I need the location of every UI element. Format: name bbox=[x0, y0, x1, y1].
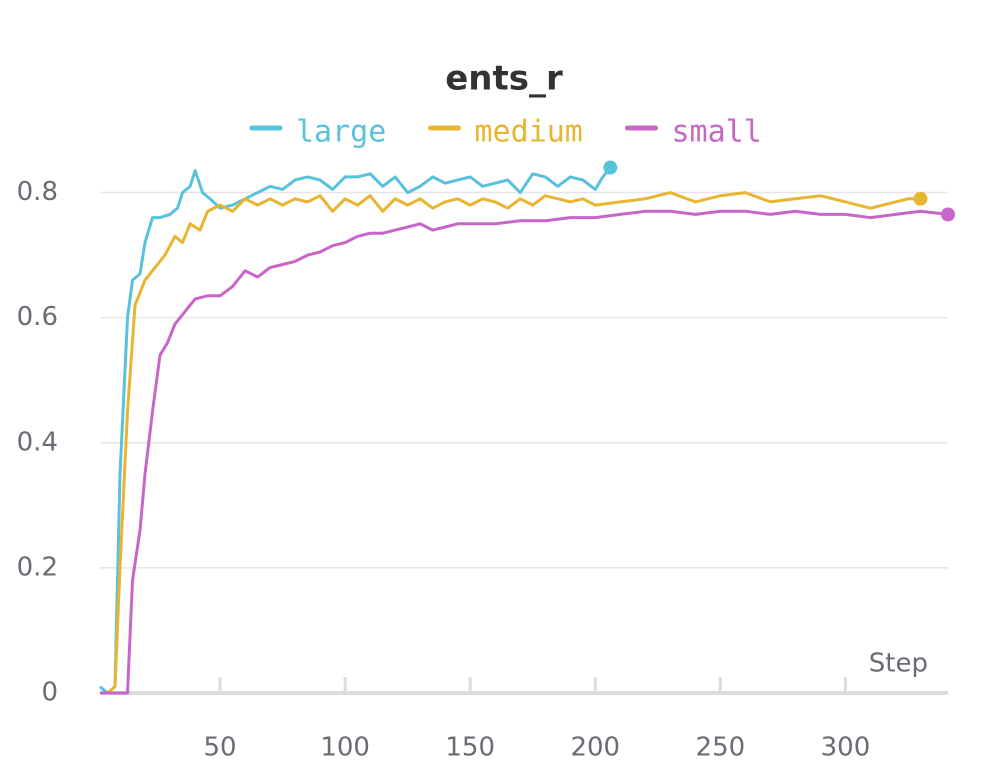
legend-label: large bbox=[296, 115, 386, 150]
series-end-dot bbox=[603, 160, 618, 175]
legend-label: small bbox=[672, 115, 762, 150]
x-tick-label: 200 bbox=[570, 733, 620, 763]
x-tick-label: 300 bbox=[821, 733, 871, 763]
y-tick-label: 0 bbox=[41, 678, 58, 708]
x-tick-label: 250 bbox=[696, 733, 746, 763]
legend-label: medium bbox=[475, 115, 583, 150]
y-tick-label: 0.2 bbox=[17, 552, 58, 582]
x-tick-label: 150 bbox=[445, 733, 495, 763]
y-tick-label: 0.8 bbox=[17, 177, 58, 207]
chart-title: ents_r bbox=[445, 59, 563, 99]
series-line bbox=[100, 209, 949, 695]
y-tick-label: 0.6 bbox=[17, 302, 58, 332]
series-line bbox=[99, 166, 612, 695]
x-tick-label: 100 bbox=[320, 733, 370, 763]
series-line bbox=[100, 191, 921, 695]
x-axis-label: Step bbox=[869, 649, 928, 679]
y-tick-label: 0.4 bbox=[17, 427, 58, 457]
series-end-dot bbox=[941, 207, 955, 222]
x-tick-label: 50 bbox=[204, 733, 237, 763]
series-end-dot bbox=[913, 191, 928, 206]
